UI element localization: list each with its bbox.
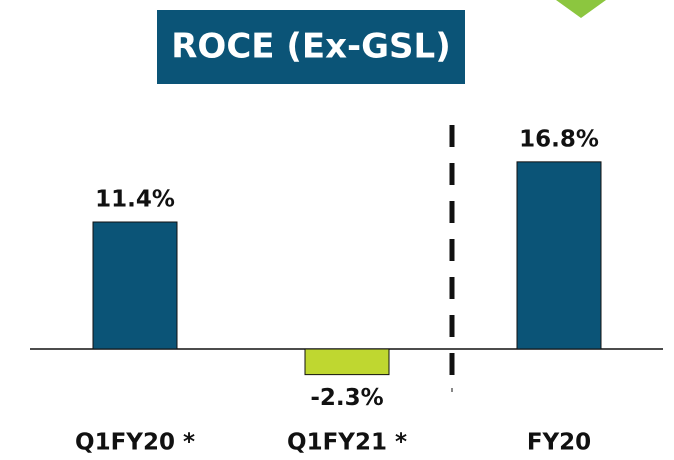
x-tick-label: FY20 [527,430,591,456]
bar [304,348,390,376]
title-box [157,10,465,84]
decor-triangle [556,0,606,18]
chart-title: ROCE (Ex-GSL) [171,27,451,67]
value-label: 11.4% [95,187,175,213]
bar [516,161,602,350]
value-label: -2.3% [310,385,383,411]
bar [92,221,178,350]
value-label: 16.8% [519,126,599,152]
x-tick-label: Q1FY21 * [287,430,407,456]
x-tick-label: Q1FY20 * [75,430,195,456]
